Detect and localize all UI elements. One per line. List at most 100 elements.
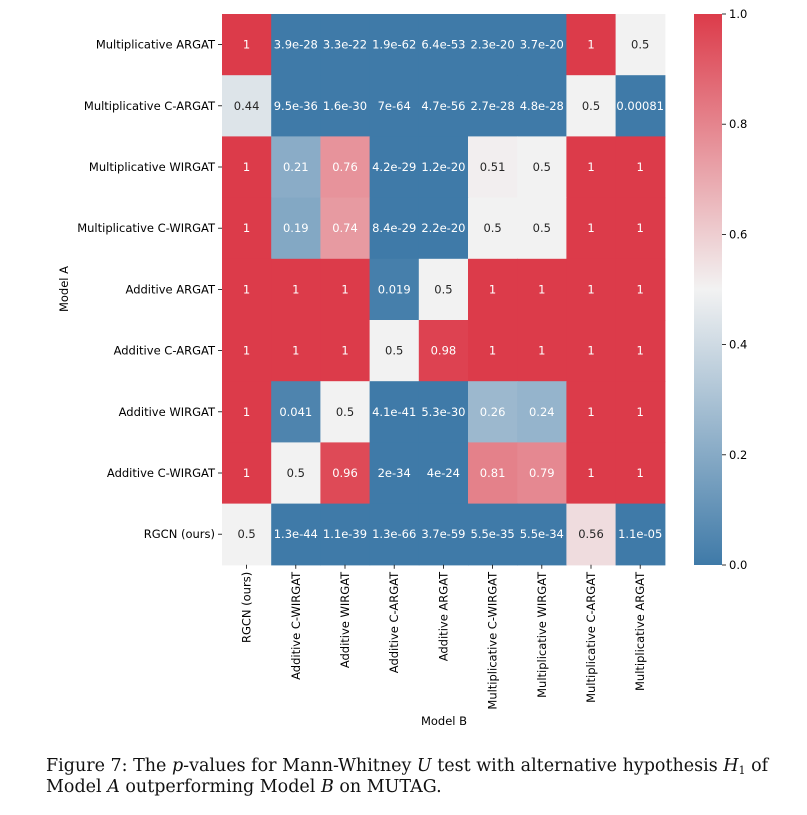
heatmap-cell-label: 4.2e-29 (372, 160, 416, 174)
heatmap-cell-label: 1 (243, 221, 250, 235)
heatmap-cell (369, 258, 420, 321)
heatmap-cell-label: 1.9e-62 (372, 38, 416, 52)
heatmap-cell-label: 1 (587, 160, 594, 174)
heatmap-cell-label: 0.96 (332, 466, 358, 480)
caption-h-symbol: H (723, 756, 739, 776)
x-tick-label: Multiplicative ARGAT (633, 571, 647, 691)
heatmap-cell-label: 0.019 (378, 282, 411, 296)
heatmap-cell-label: 1 (587, 466, 594, 480)
y-axis: Multiplicative ARGAT Multiplicative C-ARG… (77, 38, 222, 541)
heatmap-cell-label: 1.3e-66 (372, 527, 416, 541)
heatmap-cell (517, 258, 567, 321)
y-axis-label: Model A (57, 266, 71, 312)
x-tick-label: Additive C-ARGAT (387, 571, 401, 673)
y-tick-label: Additive C-ARGAT (114, 344, 216, 358)
heatmap-cell-label: 1 (587, 344, 594, 358)
heatmap-cell (418, 136, 469, 199)
caption-text5: on MUTAG. (333, 777, 442, 797)
heatmap-cell (517, 14, 567, 76)
y-tick-label: RGCN (ours) (144, 527, 215, 541)
heatmap-cell-label: 1 (243, 160, 250, 174)
heatmap-cell (468, 320, 518, 382)
heatmap-cell-label: 0.24 (529, 405, 555, 419)
heatmap-cell-label: 2e-34 (378, 466, 411, 480)
heatmap-cell-label: 1 (243, 344, 250, 358)
heatmap-cell-label: 1 (587, 282, 594, 296)
colorbar-tick-label: 0.4 (729, 338, 747, 352)
caption-text2: test with alternative hypothesis (431, 756, 724, 776)
heatmap-cell (320, 442, 371, 505)
heatmap-cell (222, 75, 272, 137)
heatmap-cell (320, 75, 371, 137)
heatmap-cell (369, 75, 420, 137)
heatmap-cell (468, 442, 518, 505)
caption-text4: outperforming Model (119, 777, 321, 797)
colorbar: 0.0 0.2 0.4 0.6 0.8 1.0 (694, 7, 747, 572)
heatmap-cell-label: 4.8e-28 (520, 99, 564, 113)
heatmap-cell-labels: 1 3.9e-28 3.3e-22 1.9e-62 6.4e-53 2.3e-20 3.7e… (234, 38, 664, 542)
caption-b-symbol: B (320, 777, 334, 797)
heatmap-cell-label: 5.3e-30 (421, 405, 465, 419)
heatmap-cell-label: 1 (292, 344, 299, 358)
heatmap-cell-label: 0.76 (332, 160, 358, 174)
y-tick-label: Additive ARGAT (126, 282, 216, 296)
heatmap-cell-label: 1.2e-20 (421, 160, 465, 174)
heatmap-cell (468, 14, 518, 76)
heatmap-cell-label: 4e-24 (427, 466, 460, 480)
heatmap-cell (566, 442, 617, 505)
heatmap-cell (222, 258, 272, 321)
heatmap-cell-label: 0.00081 (616, 99, 664, 113)
heatmap-cell (271, 503, 321, 566)
heatmap-cell (615, 381, 666, 443)
y-tick-label: Multiplicative C-ARGAT (84, 99, 216, 113)
x-axis: RGCN (ours) Additive C-WIRGAT Additive WIR… (240, 564, 647, 710)
heatmap-cell-label: 0.51 (480, 160, 506, 174)
heatmap-cell-label: 1 (489, 282, 496, 296)
caption-middle: -values for Mann-Whitney (183, 756, 417, 776)
heatmap-cell (222, 197, 272, 260)
heatmap-cell (517, 136, 567, 199)
heatmap-cell (517, 503, 567, 566)
heatmap-cell-label: 1.1e-39 (323, 527, 367, 541)
heatmap-cell-label: 9.5e-36 (274, 99, 318, 113)
y-tick-label: Additive C-WIRGAT (107, 466, 216, 480)
heatmap-cell (222, 14, 272, 76)
heatmap-cell (517, 197, 567, 260)
heatmap-cell (369, 136, 420, 199)
heatmap-cell (320, 197, 371, 260)
heatmap-cell-label: 1 (538, 282, 545, 296)
x-tick-label: Additive C-WIRGAT (289, 571, 303, 680)
heatmap-cell-label: 0.5 (533, 221, 551, 235)
heatmap-cell-label: 1 (637, 466, 644, 480)
heatmap-cell-label: 1 (637, 221, 644, 235)
heatmap-cell (320, 503, 371, 566)
heatmap-cell (517, 75, 567, 137)
heatmap-cell (615, 258, 666, 321)
colorbar-tick-label: 1.0 (729, 7, 747, 21)
x-tick-label: Multiplicative WIRGAT (535, 571, 549, 698)
x-tick-label: RGCN (ours) (240, 572, 254, 643)
heatmap-cell-label: 1 (489, 344, 496, 358)
heatmap-cell-label: 3.7e-59 (421, 527, 465, 541)
heatmap-cell-label: 0.5 (237, 527, 255, 541)
y-tick-label: Additive WIRGAT (119, 405, 216, 419)
heatmap-cell (468, 258, 518, 321)
heatmap-cell (418, 258, 469, 321)
heatmap-cell (468, 381, 518, 443)
heatmap-cell (271, 75, 321, 137)
heatmap-cell (271, 320, 321, 382)
heatmap-cell (418, 75, 469, 137)
x-tick-label: Multiplicative C-ARGAT (584, 571, 598, 703)
heatmap-cell-label: 1 (243, 38, 250, 52)
heatmap-cell (271, 381, 321, 443)
heatmap-cell (566, 14, 617, 76)
heatmap-cell-label: 2.2e-20 (421, 221, 465, 235)
heatmap-cell-label: 0.98 (431, 344, 457, 358)
heatmap-cell (615, 136, 666, 199)
heatmap-cell-label: 1.3e-44 (274, 527, 318, 541)
heatmap-cell (369, 381, 420, 443)
heatmap-cell (468, 197, 518, 260)
heatmap-cell-label: 7e-64 (378, 99, 411, 113)
heatmap-cell (566, 197, 617, 260)
heatmap-cell (271, 136, 321, 199)
